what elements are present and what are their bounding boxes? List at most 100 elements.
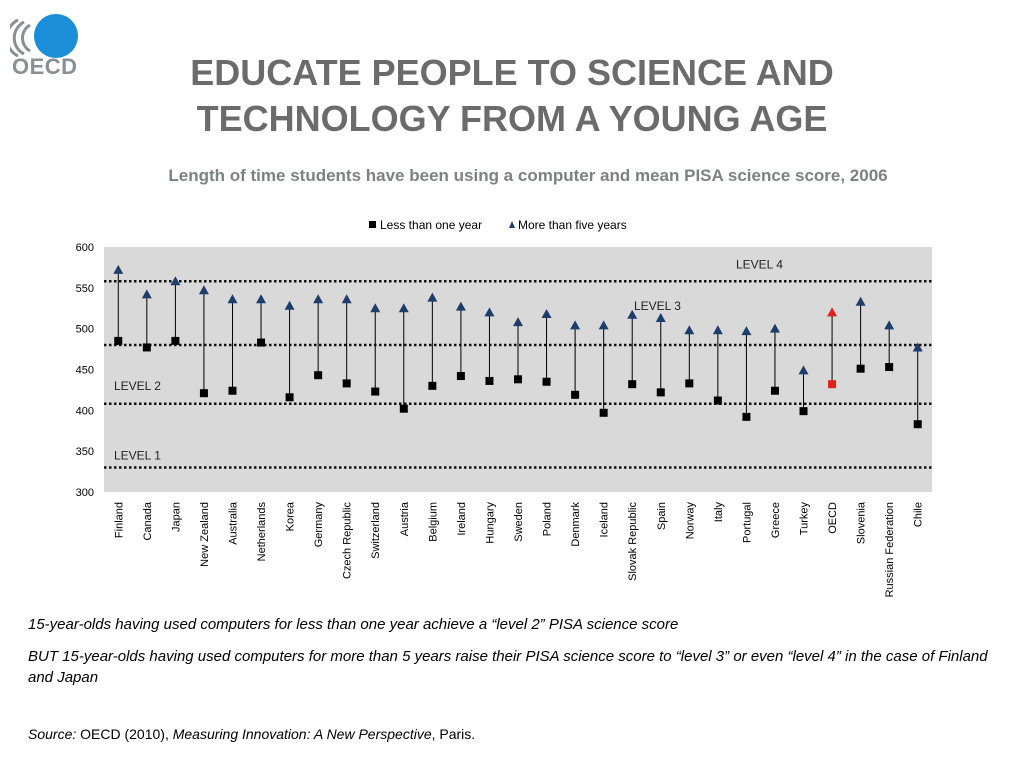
x-tick-label: New Zealand (199, 502, 211, 567)
page-title: EDUCATE PEOPLE TO SCIENCE AND TECHNOLOGY… (100, 50, 924, 142)
less-than-one-year-point (685, 379, 694, 388)
y-tick-label: 350 (76, 446, 94, 458)
more-than-five-years-point (541, 308, 552, 318)
x-tick-label: Italy (713, 502, 725, 523)
note-line-2: BUT 15-year-olds having used computers f… (28, 648, 988, 686)
less-than-one-year-point (770, 386, 779, 395)
source-label: Source: (28, 726, 77, 742)
more-than-five-years-point (455, 301, 466, 311)
more-than-five-years-point (341, 294, 352, 304)
less-than-one-year-point (742, 412, 751, 421)
pisa-chart: 300 350 400 450 500 550 600 LEVEL 1 LEVEL 2 LEVEL… (76, 218, 932, 597)
less-than-one-year-point (428, 381, 437, 390)
more-than-five-years-point (284, 300, 295, 310)
x-tick-label: Sweden (513, 502, 525, 542)
less-than-one-year-point (257, 338, 266, 347)
more-than-five-years-point (769, 323, 780, 333)
less-than-one-year-point (171, 336, 180, 345)
x-tick-label: Germany (313, 502, 325, 548)
more-than-five-years-point (170, 276, 181, 286)
less-than-one-year-point (199, 389, 208, 398)
less-than-one-year-point (285, 393, 294, 402)
more-than-five-years-point (484, 307, 495, 317)
less-than-one-year-point (856, 364, 865, 373)
y-tick-label: 450 (76, 365, 94, 377)
less-than-one-year-point (885, 363, 894, 372)
source-text-1: OECD (2010), (76, 726, 173, 742)
less-than-one-year-point (713, 396, 722, 405)
legend-marker-square (369, 221, 376, 228)
oecd-logo-icon (10, 14, 78, 58)
more-than-five-years-point (141, 289, 152, 299)
x-tick-label: Austria (399, 501, 411, 536)
logo-text: OECD (12, 54, 78, 79)
y-tick-label: 550 (76, 283, 94, 295)
less-than-one-year-point (342, 379, 351, 388)
source-line: Source: OECD (2010), Measuring Innovatio… (28, 726, 475, 742)
y-tick-label: 600 (76, 242, 94, 254)
x-tick-label: Finland (113, 502, 125, 538)
more-than-five-years-point (398, 303, 409, 313)
y-tick-label: 500 (76, 324, 94, 336)
y-tick-label: 400 (76, 405, 94, 417)
more-than-five-years-point (855, 296, 866, 306)
x-tick-label: OECD (827, 502, 839, 534)
legend-marker-triangle (509, 221, 515, 228)
x-tick-label: Slovenia (856, 501, 868, 544)
less-than-one-year-point (456, 372, 465, 381)
legend-label: More than five years (518, 218, 627, 232)
x-tick-label: Slovak Republic (627, 502, 639, 581)
more-than-five-years-point (741, 326, 752, 336)
x-tick-label: Russian Federation (884, 502, 896, 597)
less-than-one-year-point (913, 420, 922, 429)
more-than-five-years-point (712, 325, 723, 335)
less-than-one-year-point (542, 377, 551, 386)
x-tick-label: Japan (170, 502, 182, 532)
more-than-five-years-point (227, 294, 238, 304)
x-tick-label: Greece (770, 502, 782, 538)
x-tick-label: Spain (656, 502, 668, 530)
less-than-one-year-point (371, 387, 380, 396)
title-line-2: TECHNOLOGY FROM A YOUNG AGE (196, 98, 828, 139)
more-than-five-years-point (313, 294, 324, 304)
x-tick-label: Switzerland (370, 502, 382, 559)
x-tick-label: Norway (684, 502, 696, 540)
less-than-one-year-point (514, 375, 522, 384)
less-than-one-year-point (114, 336, 123, 345)
x-tick-label: Australia (227, 501, 239, 545)
x-tick-label: Korea (285, 501, 297, 531)
more-than-five-years-point (513, 317, 523, 327)
less-than-one-year-point (485, 376, 494, 385)
level-label: LEVEL 3 (634, 299, 681, 313)
x-tick-label: Iceland (599, 502, 611, 537)
more-than-five-years-point (427, 292, 438, 302)
chart-subtitle: Length of time students have been using … (168, 166, 888, 185)
less-than-one-year-point (656, 388, 665, 397)
more-than-five-years-point (570, 320, 581, 330)
level-label: LEVEL 4 (736, 257, 783, 271)
x-tick-label: Czech Republic (342, 502, 354, 580)
note-line-1: 15-year-olds having used computers for l… (28, 616, 679, 633)
less-than-one-year-point (571, 390, 580, 399)
source-text-2: , Paris. (431, 726, 476, 742)
x-tick-label: Netherlands (256, 502, 268, 562)
source-publication: Measuring Innovation: A New Perspective (172, 726, 432, 742)
more-than-five-years-point (627, 309, 638, 319)
less-than-one-year-point (314, 371, 323, 380)
x-tick-label: Canada (142, 501, 154, 540)
more-than-five-years-point (798, 365, 809, 375)
more-than-five-years-point (884, 320, 895, 330)
more-than-five-years-point (827, 307, 838, 317)
more-than-five-years-point (370, 303, 381, 313)
level-label: LEVEL 2 (114, 379, 161, 393)
x-tick-label: Denmark (570, 502, 582, 547)
x-tick-label: Chile (913, 502, 925, 527)
less-than-one-year-point (799, 407, 808, 416)
title-line-1: EDUCATE PEOPLE TO SCIENCE AND (190, 52, 834, 93)
x-tick-label: Portugal (741, 502, 753, 543)
more-than-five-years-point (198, 285, 209, 295)
more-than-five-years-point (684, 325, 695, 335)
more-than-five-years-point (113, 264, 124, 274)
x-tick-label: Hungary (484, 502, 496, 544)
y-tick-label: 300 (76, 487, 94, 499)
